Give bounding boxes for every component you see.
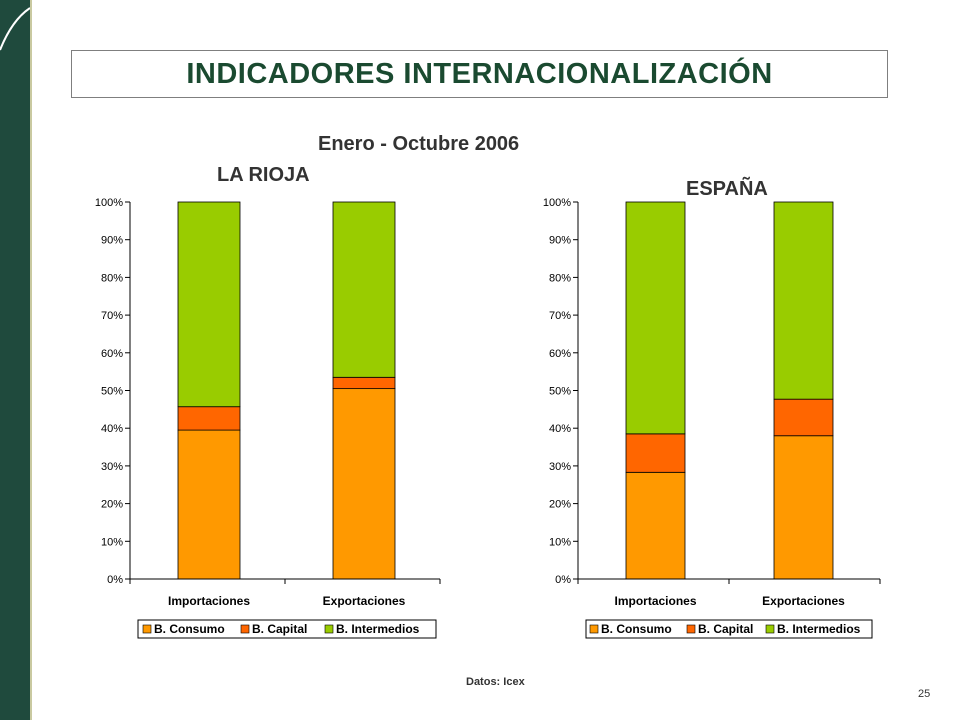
y-tick-label: 60%	[101, 348, 123, 360]
legend-label: B. Capital	[252, 622, 307, 636]
y-tick-label: 50%	[101, 386, 123, 398]
legend-box	[585, 619, 873, 639]
x-category-label: Exportaciones	[323, 594, 406, 608]
bar-segment	[773, 201, 834, 400]
legend-swatch	[240, 624, 250, 634]
period-subtitle: Enero - Octubre 2006	[318, 133, 520, 155]
y-tick-label: 30%	[549, 461, 571, 473]
y-tick-label: 0%	[107, 574, 123, 586]
bar-segment	[332, 388, 396, 580]
page-number: 25	[918, 688, 931, 700]
chart-label-espana: ESPAÑA	[686, 178, 768, 200]
y-tick-label: 50%	[549, 386, 571, 398]
y-tick-label: 10%	[549, 536, 571, 548]
bar-segment	[625, 433, 686, 473]
y-tick-label: 0%	[555, 574, 571, 586]
chart-label-la-rioja: LA RIOJA	[217, 164, 310, 186]
legend-label: B. Intermedios	[336, 622, 420, 636]
bar-segment	[332, 376, 396, 390]
sidebar-band	[0, 0, 30, 720]
y-tick-label: 90%	[101, 235, 123, 247]
y-tick-label: 60%	[549, 348, 571, 360]
y-tick-label: 100%	[543, 197, 571, 209]
y-tick-label: 20%	[549, 499, 571, 511]
y-tick-label: 70%	[549, 310, 571, 322]
bar-segment	[332, 201, 396, 378]
y-tick-label: 40%	[101, 423, 123, 435]
y-tick-label: 10%	[101, 536, 123, 548]
legend-label: B. Consumo	[154, 622, 225, 636]
bar-segment	[177, 429, 241, 580]
bar-segment	[773, 398, 834, 437]
y-tick-label: 70%	[101, 310, 123, 322]
legend-label: B. Capital	[698, 622, 753, 636]
legend-swatch	[324, 624, 334, 634]
x-category-label: Importaciones	[614, 594, 696, 608]
sidebar-rule	[30, 0, 32, 720]
y-tick-label: 90%	[549, 235, 571, 247]
x-category-label: Importaciones	[168, 594, 250, 608]
legend-label: B. Consumo	[601, 622, 672, 636]
sidebar-swoosh	[0, 7, 30, 51]
y-tick-label: 100%	[95, 197, 123, 209]
bar-segment	[177, 201, 241, 408]
y-tick-label: 30%	[101, 461, 123, 473]
source-note: Datos: Icex	[466, 676, 525, 688]
legend-swatch	[686, 624, 696, 634]
bar-segment	[773, 435, 834, 580]
legend-swatch	[765, 624, 775, 634]
bar-segment	[177, 406, 241, 431]
y-tick-label: 80%	[101, 272, 123, 284]
legend-swatch	[589, 624, 599, 634]
x-category-label: Exportaciones	[762, 594, 845, 608]
y-tick-label: 80%	[549, 272, 571, 284]
bar-segment	[625, 201, 686, 435]
bar-segment	[625, 471, 686, 580]
y-tick-label: 20%	[101, 499, 123, 511]
legend-swatch	[142, 624, 152, 634]
title-box: INDICADORES INTERNACIONALIZACIÓN	[71, 50, 888, 98]
legend-box	[137, 619, 437, 639]
page-title: INDICADORES INTERNACIONALIZACIÓN	[186, 57, 773, 90]
legend-label: B. Intermedios	[777, 622, 861, 636]
y-tick-label: 40%	[549, 423, 571, 435]
